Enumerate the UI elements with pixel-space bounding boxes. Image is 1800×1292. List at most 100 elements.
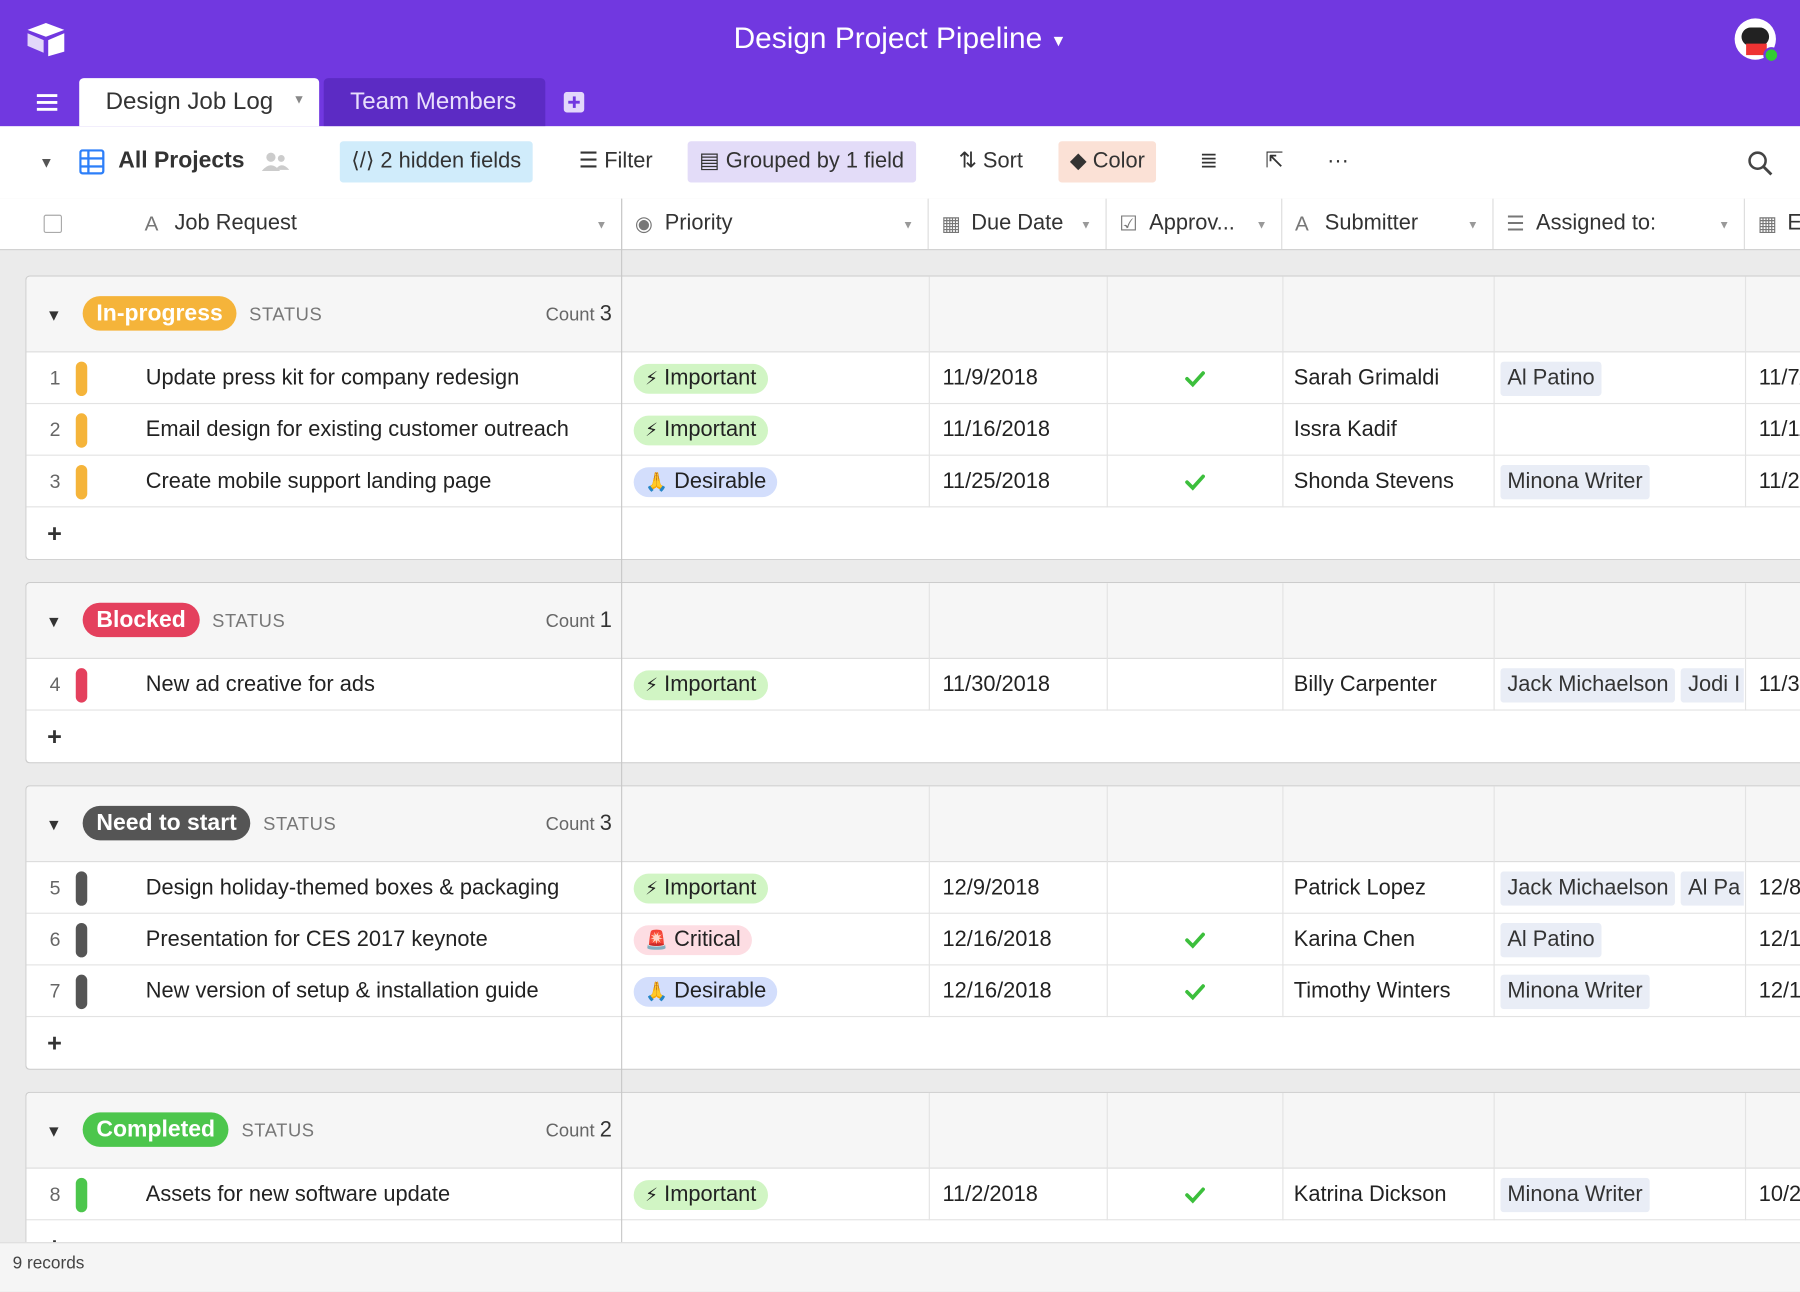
due-date[interactable]: 12/16/2018 [943, 914, 1104, 966]
submitter[interactable]: Timothy Winters [1294, 965, 1489, 1017]
assigned-cell: Minona Writer [1500, 1178, 1743, 1212]
collapse-toggle[interactable]: ▼ [46, 1122, 62, 1140]
assignee-chip[interactable]: Jodi I [1681, 668, 1744, 702]
job-request[interactable]: Email design for existing customer outre… [146, 404, 617, 456]
submitter[interactable]: Shonda Stevens [1294, 456, 1489, 508]
footer: 9 records [0, 1242, 1800, 1291]
column-divider [1492, 199, 1493, 250]
submitter[interactable]: Patrick Lopez [1294, 862, 1489, 914]
collapse-toggle[interactable]: ▼ [46, 815, 62, 833]
due-date[interactable]: 11/2/2018 [943, 1169, 1104, 1221]
priority-label: Critical [674, 928, 741, 952]
row-number: 6 [42, 914, 67, 966]
row-number: 2 [42, 404, 67, 456]
status-color-bar [76, 362, 87, 396]
assignee-chip[interactable]: Minona Writer [1500, 1178, 1649, 1212]
assigned-cell: Jack MichaelsonJodi I [1500, 668, 1743, 702]
priority-pill: ⚡ Important [634, 874, 768, 904]
group-field-label: STATUS [241, 1122, 314, 1143]
column-icon: ☑ [1119, 212, 1138, 236]
add-row[interactable]: + [47, 1017, 62, 1069]
assignee-chip[interactable]: Jack Michaelson [1500, 871, 1675, 905]
count-label: Count [546, 815, 595, 835]
status-color-bar [76, 413, 87, 447]
due-date[interactable]: 11/16/2018 [943, 404, 1104, 456]
submitter[interactable]: Katrina Dickson [1294, 1169, 1489, 1221]
submitter[interactable]: Billy Carpenter [1294, 659, 1489, 711]
cell-divider [1107, 583, 1108, 710]
job-request[interactable]: Assets for new software update [146, 1169, 617, 1221]
column-header[interactable]: Assigned to: [1536, 199, 1720, 250]
approved-check [1185, 983, 1206, 1001]
status-color-bar [76, 923, 87, 957]
job-request[interactable]: New ad creative for ads [146, 659, 617, 711]
priority-label: Important [664, 1182, 756, 1206]
due-date[interactable]: 11/9/2018 [943, 352, 1104, 404]
next-column-value: 10/2 [1759, 1169, 1800, 1221]
cell-divider [1745, 583, 1746, 710]
job-request[interactable]: Design holiday-themed boxes & packaging [146, 862, 617, 914]
cell-divider [1107, 1093, 1108, 1220]
next-column-value: 12/1 [1759, 965, 1800, 1017]
group-count: Count 2 [546, 1118, 612, 1143]
collapse-toggle[interactable]: ▼ [46, 305, 62, 323]
cell-divider [1745, 786, 1746, 1017]
column-icon: A [1295, 212, 1309, 236]
priority-icon: ⚡ [645, 676, 658, 696]
assignee-chip[interactable]: Al Patino [1500, 362, 1601, 396]
assignee-chip[interactable]: Al Pa [1681, 871, 1744, 905]
assigned-cell: Minona Writer [1500, 465, 1743, 499]
next-column-value: 11/11 [1759, 404, 1800, 456]
column-caret: ▼ [1719, 219, 1730, 232]
collapse-toggle[interactable]: ▼ [46, 612, 62, 630]
priority-icon: 🙏 [645, 473, 668, 493]
add-row[interactable]: + [47, 507, 62, 559]
due-date[interactable]: 11/30/2018 [943, 659, 1104, 711]
job-request[interactable]: Update press kit for company redesign [146, 352, 617, 404]
priority-label: Desirable [674, 470, 766, 494]
column-header[interactable]: E [1787, 199, 1800, 250]
cell-divider [1282, 786, 1283, 1017]
assignee-chip[interactable]: Al Patino [1500, 923, 1601, 957]
priority-pill: 🙏 Desirable [634, 977, 778, 1007]
job-request[interactable]: Create mobile support landing page [146, 456, 617, 508]
column-header[interactable]: Priority [665, 199, 895, 250]
submitter[interactable]: Sarah Grimaldi [1294, 352, 1489, 404]
row-number: 4 [42, 659, 67, 711]
next-column-value: 11/7/ [1759, 352, 1800, 404]
priority-label: Important [664, 876, 756, 900]
submitter[interactable]: Issra Kadif [1294, 404, 1489, 456]
assignee-chip[interactable]: Minona Writer [1500, 465, 1649, 499]
assigned-cell: Al Patino [1500, 923, 1743, 957]
group-field-label: STATUS [212, 612, 285, 633]
column-icon: ▦ [941, 212, 961, 236]
due-date[interactable]: 12/9/2018 [943, 862, 1104, 914]
column-header[interactable]: Approv... [1149, 199, 1241, 250]
assignee-chip[interactable]: Minona Writer [1500, 975, 1649, 1009]
approved-check [1185, 931, 1206, 949]
row-number: 7 [42, 965, 67, 1017]
column-divider [1106, 199, 1107, 250]
cell-divider [929, 583, 930, 710]
cell-divider [1494, 277, 1495, 508]
status-color-bar [76, 465, 87, 499]
due-date[interactable]: 12/16/2018 [943, 965, 1104, 1017]
job-request[interactable]: Presentation for CES 2017 keynote [146, 914, 617, 966]
assigned-cell: Minona Writer [1500, 975, 1743, 1009]
job-request[interactable]: New version of setup & installation guid… [146, 965, 617, 1017]
due-date[interactable]: 11/25/2018 [943, 456, 1104, 508]
cell-divider [1494, 1093, 1495, 1220]
column-header[interactable]: Due Date [971, 199, 1086, 250]
check-path [1187, 1189, 1203, 1200]
status-color-bar [76, 1178, 87, 1212]
assigned-cell [1500, 413, 1743, 447]
submitter[interactable]: Karina Chen [1294, 914, 1489, 966]
group: ▼Need to startSTATUSCount 35Design holid… [25, 785, 1800, 1070]
add-row[interactable]: + [47, 711, 62, 763]
priority-label: Important [664, 673, 756, 697]
count-value: 2 [600, 1118, 612, 1142]
column-header[interactable]: Submitter [1325, 199, 1463, 250]
column-header[interactable]: Job Request [174, 199, 587, 250]
row-number: 3 [42, 456, 67, 508]
assignee-chip[interactable]: Jack Michaelson [1500, 668, 1675, 702]
